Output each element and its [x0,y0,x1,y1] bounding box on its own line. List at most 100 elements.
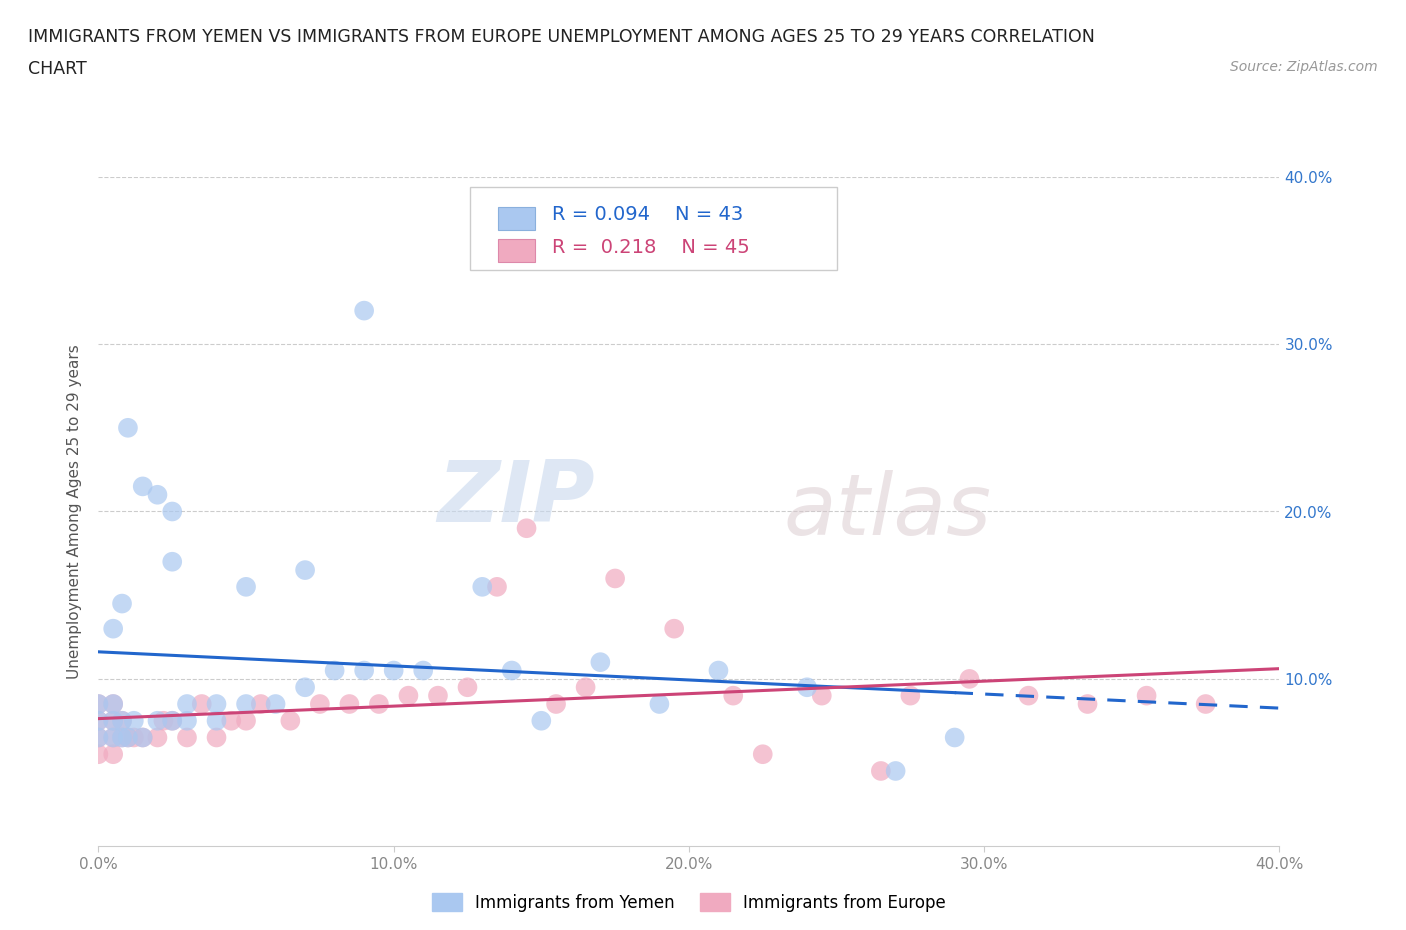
Point [796,680,818,695]
Text: atlas: atlas [783,470,991,553]
Point [501,663,523,678]
Point [162,554,183,569]
Point [103,747,125,762]
Point [723,688,745,703]
Point [900,688,922,703]
Point [1135,688,1157,703]
Point [103,697,125,711]
Point [176,713,198,728]
FancyBboxPatch shape [498,206,536,230]
Point [235,697,257,711]
Point [111,730,134,745]
Point [323,663,346,678]
Point [103,713,125,728]
Point [574,680,596,695]
Point [219,713,242,728]
Point [111,713,134,728]
Point [87,713,110,728]
Point [146,713,169,728]
Point [471,579,494,594]
Text: R = 0.094    N = 43: R = 0.094 N = 43 [553,206,744,224]
Legend: Immigrants from Yemen, Immigrants from Europe: Immigrants from Yemen, Immigrants from E… [425,887,953,918]
Point [111,596,134,611]
Point [205,697,228,711]
Point [162,713,183,728]
Point [427,688,450,703]
Point [1195,697,1218,711]
Point [122,713,145,728]
Text: CHART: CHART [28,60,87,78]
Text: IMMIGRANTS FROM YEMEN VS IMMIGRANTS FROM EUROPE UNEMPLOYMENT AMONG AGES 25 TO 29: IMMIGRANTS FROM YEMEN VS IMMIGRANTS FROM… [28,28,1095,46]
Point [176,697,198,711]
Point [152,713,174,728]
Point [382,663,405,678]
Point [191,697,214,711]
Point [103,621,125,636]
Point [103,730,125,745]
Point [1077,697,1099,711]
Point [103,713,125,728]
Point [235,713,257,728]
Point [87,713,110,728]
Point [122,730,145,745]
Point [368,697,391,711]
Text: Source: ZipAtlas.com: Source: ZipAtlas.com [1230,60,1378,74]
Point [396,688,419,703]
FancyBboxPatch shape [498,239,536,261]
Point [176,730,198,745]
Point [87,730,110,745]
Point [353,303,375,318]
Point [103,730,125,745]
Point [132,479,155,494]
Point [132,730,155,745]
Point [648,697,671,711]
Point [810,688,832,703]
Point [87,747,110,762]
Point [515,521,537,536]
Point [707,663,730,678]
Point [132,730,155,745]
Point [605,571,627,586]
Point [943,730,966,745]
Point [309,697,332,711]
Point [412,663,434,678]
Point [250,697,273,711]
Point [456,680,478,695]
Point [294,563,316,578]
Point [869,764,891,778]
Point [87,697,110,711]
Point [884,764,907,778]
Point [162,504,183,519]
Text: R =  0.218    N = 45: R = 0.218 N = 45 [553,237,749,257]
Point [117,730,139,745]
Point [664,621,686,636]
Point [146,487,169,502]
Point [87,697,110,711]
Y-axis label: Unemployment Among Ages 25 to 29 years: Unemployment Among Ages 25 to 29 years [67,344,83,679]
Point [589,655,612,670]
Point [146,730,169,745]
FancyBboxPatch shape [471,187,837,271]
Point [205,730,228,745]
Point [353,663,375,678]
Point [87,730,110,745]
Point [103,697,125,711]
Point [117,420,139,435]
Point [111,713,134,728]
Point [111,730,134,745]
Point [205,713,228,728]
Point [751,747,773,762]
Point [235,579,257,594]
Point [294,680,316,695]
Point [264,697,287,711]
Point [339,697,360,711]
Text: ZIP: ZIP [437,457,595,539]
Point [162,713,183,728]
Point [117,730,139,745]
Point [959,671,981,686]
Point [486,579,509,594]
Point [278,713,302,728]
Point [530,713,553,728]
Point [1017,688,1039,703]
Point [546,697,568,711]
